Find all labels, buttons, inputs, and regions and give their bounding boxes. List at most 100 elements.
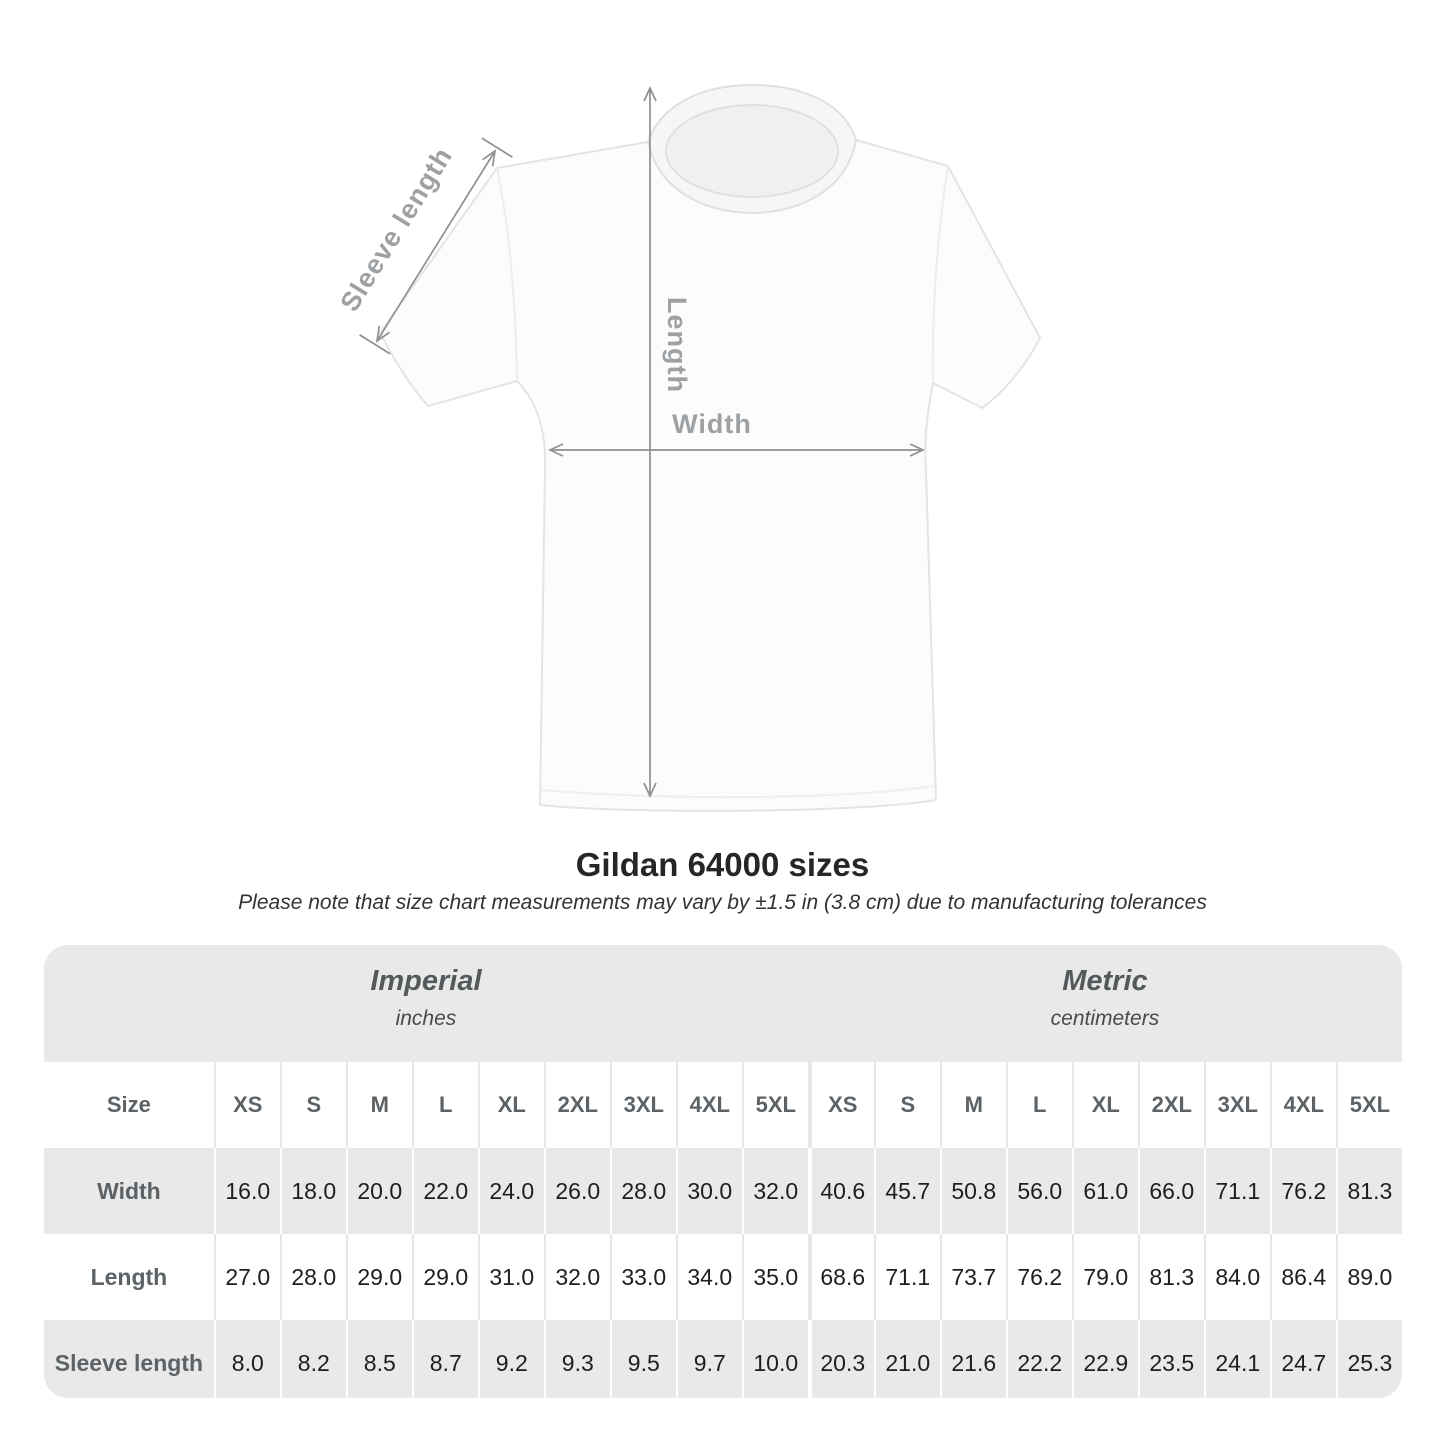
value-cell: 9.2: [477, 1320, 544, 1398]
value-cell: 35.0: [741, 1234, 808, 1320]
value-cell: 33.0: [609, 1234, 676, 1320]
length-row: Length 27.0 28.0 29.0 29.0 31.0 32.0 33.…: [44, 1234, 1402, 1320]
row-label: Width: [44, 1148, 214, 1234]
metric-group-header: Metric centimeters: [808, 945, 1402, 1062]
width-arrow: [547, 443, 926, 457]
unit-group-band: Imperial inches Metric centimeters: [44, 945, 1402, 1062]
size-col-header: L: [1005, 1062, 1072, 1148]
value-cell: 25.3: [1335, 1320, 1402, 1398]
size-col-header: 3XL: [609, 1062, 676, 1148]
size-col-header: M: [345, 1062, 412, 1148]
tolerance-note: Please note that size chart measurements…: [238, 891, 1207, 914]
size-col-header: 3XL: [1203, 1062, 1270, 1148]
size-col-header: L: [411, 1062, 478, 1148]
value-cell: 23.5: [1137, 1320, 1204, 1398]
size-col-header: XS: [213, 1062, 280, 1148]
value-cell: 20.3: [807, 1320, 874, 1398]
value-cell: 56.0: [1005, 1148, 1072, 1234]
right-sleeve-seam: [931, 165, 949, 384]
size-col-header: 2XL: [1137, 1062, 1204, 1148]
value-cell: 73.7: [939, 1234, 1006, 1320]
value-cell: 31.0: [477, 1234, 544, 1320]
size-col-header: 4XL: [675, 1062, 742, 1148]
length-label: Length: [662, 297, 692, 393]
value-cell: 22.2: [1005, 1320, 1072, 1398]
value-cell: 24.1: [1203, 1320, 1270, 1398]
length-arrow: [643, 85, 657, 799]
imperial-group-header: Imperial inches: [44, 945, 808, 1062]
value-cell: 9.5: [609, 1320, 676, 1398]
value-cell: 29.0: [345, 1234, 412, 1320]
value-cell: 89.0: [1335, 1234, 1402, 1320]
size-col-header: XL: [477, 1062, 544, 1148]
size-header-cell: Size: [44, 1062, 214, 1148]
value-cell: 8.0: [213, 1320, 280, 1398]
value-cell: 9.3: [543, 1320, 610, 1398]
tshirt-measurement-diagram: Sleeve length Length Width: [334, 83, 1042, 812]
imperial-label: Imperial: [370, 965, 482, 997]
value-cell: 21.6: [939, 1320, 1006, 1398]
value-cell: 28.0: [279, 1234, 346, 1320]
size-col-header: 5XL: [1335, 1062, 1402, 1148]
row-label: Sleeve length: [44, 1320, 214, 1398]
value-cell: 34.0: [675, 1234, 742, 1320]
value-cell: 32.0: [741, 1148, 808, 1234]
value-cell: 76.2: [1005, 1234, 1072, 1320]
metric-label: Metric: [1062, 965, 1148, 997]
value-cell: 9.7: [675, 1320, 742, 1398]
value-cell: 22.0: [411, 1148, 478, 1234]
value-cell: 71.1: [1203, 1148, 1270, 1234]
value-cell: 45.7: [873, 1148, 940, 1234]
value-cell: 8.7: [411, 1320, 478, 1398]
hem-stitch: [541, 785, 935, 799]
value-cell: 76.2: [1269, 1148, 1336, 1234]
value-cell: 21.0: [873, 1320, 940, 1398]
size-col-header: 2XL: [543, 1062, 610, 1148]
value-cell: 84.0: [1203, 1234, 1270, 1320]
sleeve-length-arrow: [359, 137, 513, 355]
size-col-header: 4XL: [1269, 1062, 1336, 1148]
tshirt-svg: Sleeve length Length Width: [334, 83, 1042, 812]
collar-opening: [665, 104, 839, 198]
value-cell: 68.6: [807, 1234, 874, 1320]
value-cell: 50.8: [939, 1148, 1006, 1234]
value-cell: 28.0: [609, 1148, 676, 1234]
sleeve-length-row: Sleeve length 8.0 8.2 8.5 8.7 9.2 9.3 9.…: [44, 1320, 1402, 1398]
value-cell: 86.4: [1269, 1234, 1336, 1320]
value-cell: 71.1: [873, 1234, 940, 1320]
value-cell: 32.0: [543, 1234, 610, 1320]
value-cell: 8.5: [345, 1320, 412, 1398]
value-cell: 16.0: [213, 1148, 280, 1234]
value-cell: 66.0: [1137, 1148, 1204, 1234]
size-chart-table: Imperial inches Metric centimeters Size …: [44, 945, 1402, 1398]
size-col-header: XL: [1071, 1062, 1138, 1148]
value-cell: 40.6: [807, 1148, 874, 1234]
value-cell: 81.3: [1137, 1234, 1204, 1320]
width-label: Width: [672, 409, 752, 439]
value-cell: 61.0: [1071, 1148, 1138, 1234]
metric-unit-label: centimeters: [1050, 1007, 1160, 1030]
imperial-unit-label: inches: [395, 1007, 457, 1030]
size-col-header: 5XL: [741, 1062, 808, 1148]
value-cell: 22.9: [1071, 1320, 1138, 1398]
width-row: Width 16.0 18.0 20.0 22.0 24.0 26.0 28.0…: [44, 1148, 1402, 1234]
left-sleeve-seam: [496, 167, 518, 382]
size-header-row: Size XS S M L XL 2XL 3XL 4XL 5XL XS S M …: [44, 1062, 1402, 1148]
value-cell: 29.0: [411, 1234, 478, 1320]
value-cell: 27.0: [213, 1234, 280, 1320]
measurements-table: Size XS S M L XL 2XL 3XL 4XL 5XL XS S M …: [44, 1062, 1402, 1398]
value-cell: 24.7: [1269, 1320, 1336, 1398]
value-cell: 8.2: [279, 1320, 346, 1398]
page-title: Gildan 64000 sizes: [575, 846, 870, 883]
value-cell: 24.0: [477, 1148, 544, 1234]
value-cell: 81.3: [1335, 1148, 1402, 1234]
size-col-header: S: [873, 1062, 940, 1148]
value-cell: 26.0: [543, 1148, 610, 1234]
row-label: Length: [44, 1234, 214, 1320]
value-cell: 30.0: [675, 1148, 742, 1234]
value-cell: 79.0: [1071, 1234, 1138, 1320]
value-cell: 10.0: [741, 1320, 808, 1398]
size-col-header: XS: [807, 1062, 874, 1148]
size-col-header: M: [939, 1062, 1006, 1148]
